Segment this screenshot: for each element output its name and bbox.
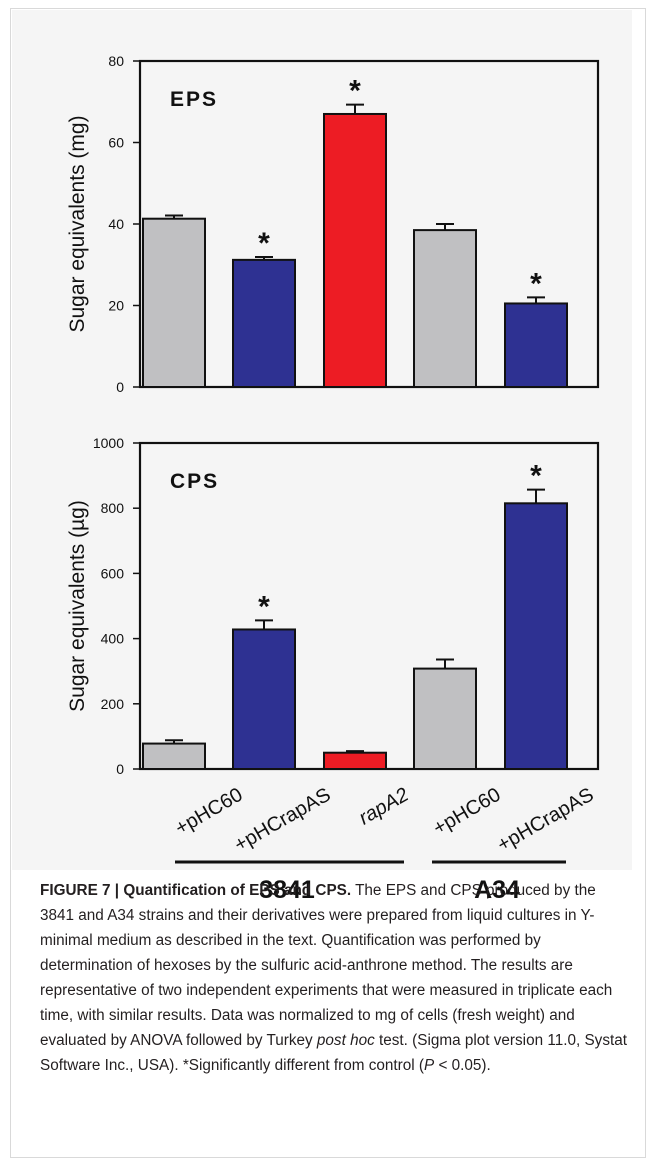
- caption-title: FIGURE 7 | Quantification of EPS and CPS…: [40, 882, 352, 899]
- eps-panel-label: EPS: [170, 88, 218, 111]
- eps-significance-star: *: [530, 267, 542, 300]
- x-category-label: +pHC60: [429, 784, 504, 840]
- cps-bar: [142, 742, 206, 771]
- caption-text-2: test. (Sigma plot version 11.0, Systat S…: [40, 1032, 627, 1074]
- cps-bar: [232, 628, 296, 770]
- eps-bar: [142, 217, 206, 388]
- eps-ytick-label: 80: [108, 53, 124, 69]
- cps-panel-label: CPS: [170, 470, 219, 493]
- cps-ytick-label: 400: [101, 631, 125, 647]
- caption-text-1: The EPS and CPS produced by the 3841 and…: [40, 882, 613, 1049]
- group-label-3841: 3841: [259, 876, 315, 900]
- x-category-label: +pHCrapAS: [494, 784, 598, 857]
- cps-bar: [413, 667, 477, 770]
- caption-italic-2: P: [424, 1057, 435, 1074]
- eps-bar: [232, 258, 296, 388]
- eps-ylabel: Sugar equivalents (mg): [66, 115, 89, 332]
- x-category-label: +pHCrapAS: [231, 784, 335, 857]
- eps-ytick-label: 20: [108, 298, 124, 314]
- caption-italic-1: post hoc: [316, 1032, 375, 1049]
- x-category-label: +pHC60: [171, 784, 246, 840]
- group-label-a34: A34: [474, 876, 520, 900]
- cps-ytick-label: 200: [101, 696, 125, 712]
- cps-ytick-label: 800: [101, 500, 125, 516]
- eps-bar: [504, 302, 568, 388]
- cps-significance-star: *: [258, 590, 270, 623]
- cps-bar: [323, 751, 387, 771]
- bar-charts: 0 20 40 60 80 Sugar equivalents (mg) EPS * * * 0 20…: [66, 53, 600, 900]
- eps-ytick-label: 40: [108, 216, 124, 232]
- figure-caption: FIGURE 7 | Quantification of EPS and CPS…: [40, 878, 630, 1078]
- cps-bar: [504, 502, 568, 770]
- cps-ylabel: Sugar equivalents (µg): [66, 500, 89, 712]
- eps-bar: [323, 112, 387, 388]
- eps-ytick-label: 0: [116, 379, 124, 395]
- caption-text-3: < 0.05).: [434, 1057, 491, 1074]
- eps-bar: [413, 229, 477, 388]
- eps-significance-star: *: [349, 75, 361, 108]
- cps-ytick-label: 600: [101, 565, 125, 581]
- eps-ytick-label: 60: [108, 135, 124, 151]
- cps-ytick-label: 0: [116, 761, 124, 777]
- cps-significance-star: *: [530, 460, 542, 493]
- cps-ytick-label: 1000: [93, 435, 124, 451]
- x-category-label: rapA2: [355, 784, 412, 830]
- eps-significance-star: *: [258, 227, 270, 260]
